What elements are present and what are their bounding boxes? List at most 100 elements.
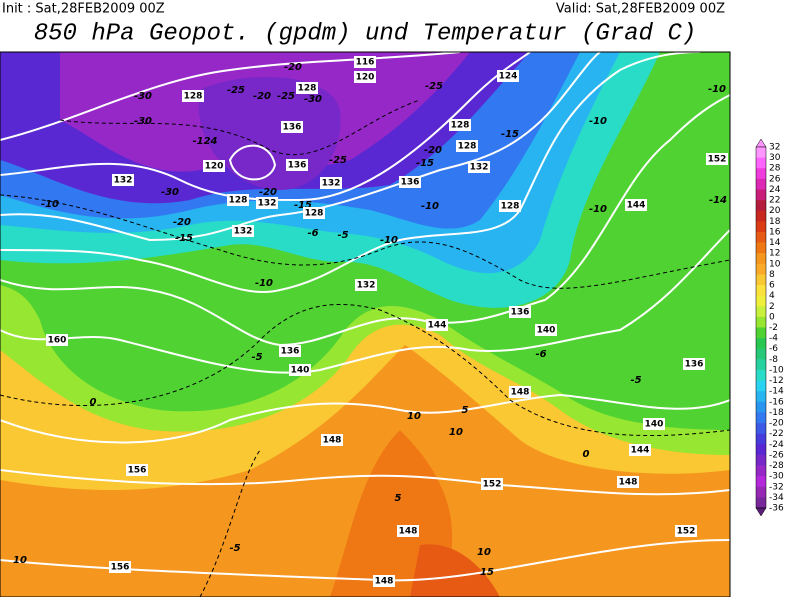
label-box bbox=[706, 153, 728, 165]
colorbar-swatch bbox=[756, 465, 766, 477]
label-box bbox=[643, 418, 665, 430]
temperature-label: -124 bbox=[192, 136, 217, 147]
colorbar-swatch bbox=[756, 380, 766, 392]
geopotential-label: 136 bbox=[283, 123, 302, 133]
label-box bbox=[481, 478, 503, 490]
geopotential-label: 132 bbox=[234, 227, 253, 237]
colorbar-label: -8 bbox=[769, 355, 778, 365]
label-box bbox=[289, 364, 311, 376]
temperature-label: -6 bbox=[535, 349, 546, 360]
colorbar-label: 12 bbox=[769, 249, 780, 259]
colorbar-label: -28 bbox=[769, 461, 784, 471]
temperature-label: -10 bbox=[255, 278, 273, 289]
contour-line bbox=[0, 52, 601, 242]
temperature-label: -15 bbox=[416, 158, 434, 169]
colorbar-label: -18 bbox=[769, 408, 784, 418]
label-box bbox=[373, 575, 395, 587]
colorbar-label: -32 bbox=[769, 482, 784, 492]
colorbar-swatch bbox=[756, 348, 766, 360]
colorbar: 32302826242220181614121086420-2-4-6-8-10… bbox=[755, 138, 784, 517]
colorbar-swatch bbox=[756, 210, 766, 222]
colorbar-swatch bbox=[756, 486, 766, 498]
label-box bbox=[227, 194, 249, 206]
geopotential-label: 132 bbox=[470, 163, 489, 173]
field bbox=[410, 544, 500, 597]
temperature-label: 0 bbox=[90, 397, 97, 408]
label-box bbox=[303, 207, 325, 219]
geopotential-label: 132 bbox=[258, 199, 277, 209]
temperature-label: 15 bbox=[480, 567, 494, 578]
temperature-label: -20 bbox=[284, 62, 302, 73]
geopotential-label: 128 bbox=[229, 196, 248, 206]
temperature-label: -25 bbox=[277, 91, 295, 102]
colorbar-label: -12 bbox=[769, 376, 784, 386]
label-box bbox=[232, 225, 254, 237]
label-box bbox=[625, 199, 647, 211]
colorbar-swatch bbox=[756, 157, 766, 169]
label-box bbox=[112, 174, 134, 186]
label-box bbox=[182, 90, 204, 102]
colorbar-label: -14 bbox=[769, 387, 784, 397]
temperature-label: -10 bbox=[421, 201, 439, 212]
colorbar-label: -16 bbox=[769, 397, 784, 407]
colorbar-label: 22 bbox=[769, 196, 780, 206]
valid-time: Valid: Sat,28FEB2009 00Z bbox=[556, 2, 725, 17]
colorbar-swatch bbox=[756, 231, 766, 243]
label-box bbox=[499, 200, 521, 212]
init-time: Init : Sat,28FEB2009 00Z bbox=[2, 2, 165, 17]
temperature-label: -5 bbox=[337, 230, 348, 241]
contour-line bbox=[0, 469, 730, 496]
colorbar-label: 26 bbox=[769, 174, 781, 184]
geopotential-label: 136 bbox=[685, 360, 704, 370]
colorbar-label: 2 bbox=[769, 302, 775, 312]
temperature-label: 10 bbox=[449, 427, 463, 438]
geopotential-label: 140 bbox=[537, 326, 556, 336]
geopotential-label: 120 bbox=[356, 73, 375, 83]
temperature-label: -30 bbox=[134, 116, 152, 127]
temperature-label: -10 bbox=[589, 204, 607, 215]
colorbar-label: 18 bbox=[769, 217, 781, 227]
colorbar-swatch bbox=[756, 274, 766, 286]
colorbar-label: 10 bbox=[769, 259, 781, 269]
colorbar-swatch bbox=[756, 359, 766, 371]
geopotential-label: 136 bbox=[511, 308, 530, 318]
temperature-label: -5 bbox=[251, 352, 262, 363]
temperature-label: -15 bbox=[501, 129, 519, 140]
colorbar-arrow bbox=[755, 507, 767, 517]
geopotential-label: 152 bbox=[708, 155, 727, 165]
temperature-label: -6 bbox=[307, 228, 318, 239]
colorbar-swatch bbox=[756, 221, 766, 233]
geopotential-label: 148 bbox=[619, 478, 638, 488]
colorbar-swatch bbox=[756, 189, 766, 201]
colorbar-frame bbox=[755, 146, 767, 509]
temperature-label: -25 bbox=[425, 81, 443, 92]
colorbar-label: 14 bbox=[769, 238, 781, 248]
label-box bbox=[109, 561, 131, 573]
geopotential-label: 120 bbox=[205, 162, 224, 172]
colorbar-swatch bbox=[756, 200, 766, 212]
contour-line bbox=[0, 52, 531, 202]
colorbar-arrow bbox=[755, 138, 767, 148]
colorbar-swatch bbox=[756, 316, 766, 328]
colorbar-label: 4 bbox=[769, 291, 775, 301]
colorbar-label: -20 bbox=[769, 419, 784, 429]
colorbar-label: -30 bbox=[769, 472, 784, 482]
label-box bbox=[354, 71, 376, 83]
label-box bbox=[629, 444, 651, 456]
geopotential-label: 136 bbox=[281, 347, 300, 357]
geopotential-label: 144 bbox=[428, 321, 447, 331]
colorbar-swatch bbox=[756, 285, 766, 296]
geopotential-label: 148 bbox=[323, 436, 342, 446]
label-box bbox=[426, 319, 448, 331]
temperature-label: -10 bbox=[380, 235, 398, 246]
temperature-label: -30 bbox=[134, 91, 152, 102]
colorbar-label: 0 bbox=[769, 312, 775, 322]
geopotential-label: 116 bbox=[356, 58, 375, 68]
temperature-label: -20 bbox=[173, 217, 191, 228]
contour-line bbox=[0, 393, 730, 444]
geopotential-label: 140 bbox=[645, 420, 664, 430]
label-box bbox=[355, 279, 377, 291]
colorbar-label: 28 bbox=[769, 164, 781, 174]
